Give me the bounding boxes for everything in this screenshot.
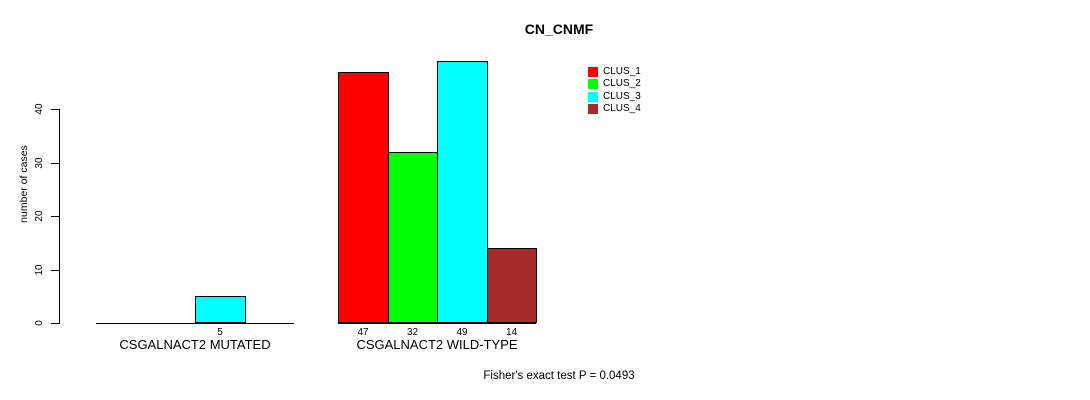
legend-item-clus_1: CLUS_1 [588,66,641,78]
legend-item-clus_2: CLUS_2 [588,78,641,90]
bar-value-label: 14 [505,327,518,338]
y-tick-label: 40 [34,103,45,115]
legend-item-clus_3: CLUS_3 [588,91,641,103]
group-baseline [96,323,294,324]
legend-label: CLUS_3 [603,90,641,102]
y-tick-mark [51,216,59,217]
bar-value-label: 5 [217,327,223,338]
y-tick-mark [51,163,59,164]
bar-value-label: 47 [357,327,369,338]
y-axis-line [59,109,60,324]
legend-swatch-icon [588,67,598,78]
legend-label: CLUS_1 [603,66,641,78]
bar-clus_3 [195,296,246,323]
legend-label: CLUS_2 [603,78,641,90]
y-tick-label: 30 [34,157,45,169]
legend: CLUS_1 CLUS_2 CLUS_3 CLUS_4 [588,66,641,115]
bar-clus_1 [338,72,389,323]
category-label: CSGALNACT2 WILD-TYPE [356,337,518,352]
y-tick-label: 20 [34,210,45,222]
category-label: CSGALNACT2 MUTATED [119,337,271,352]
legend-swatch-icon [588,91,598,102]
y-tick-label: 0 [34,320,45,326]
fisher-test-annotation: Fisher's exact test P = 0.0493 [483,370,635,382]
legend-swatch-icon [588,104,598,115]
y-tick-mark [51,109,59,110]
bar-value-label: 49 [456,327,468,338]
group-baseline [338,323,536,324]
y-tick-mark [51,323,59,324]
legend-swatch-icon [588,79,598,90]
bar-clus_4 [487,248,537,323]
legend-label: CLUS_4 [603,103,641,115]
bar-clus_2 [388,152,438,323]
bar-value-label: 32 [406,327,419,338]
bar-clus_3 [437,61,488,323]
legend-item-clus_4: CLUS_4 [588,103,641,115]
chart-title: CN_CNMF [524,21,594,37]
y-tick-label: 10 [34,264,45,276]
y-tick-mark [51,270,59,271]
